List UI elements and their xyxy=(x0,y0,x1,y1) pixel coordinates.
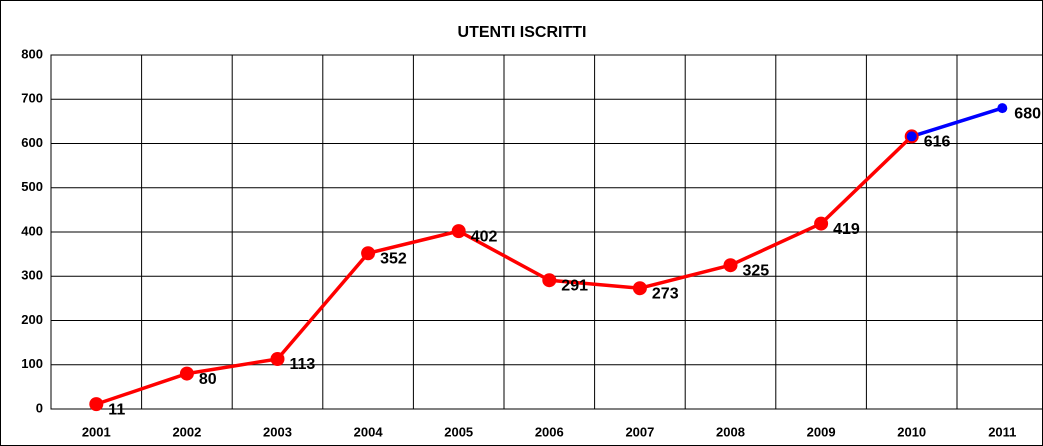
y-tick-label: 500 xyxy=(21,179,43,194)
x-tick-label: 2011 xyxy=(988,424,1016,439)
chart-title: UTENTI ISCRITTI xyxy=(458,24,587,41)
point xyxy=(270,351,285,366)
y-tick-label: 300 xyxy=(21,268,43,283)
point xyxy=(632,281,647,296)
x-tick-label: 2008 xyxy=(716,424,745,439)
x-tick-label: 2002 xyxy=(172,424,201,439)
x-tick-label: 2006 xyxy=(535,424,564,439)
series-line xyxy=(911,106,1003,139)
y-tick-label: 700 xyxy=(21,91,43,106)
y-tick-label: 200 xyxy=(21,312,43,327)
y-tick-label: 0 xyxy=(36,400,43,415)
data-label: 80 xyxy=(199,371,217,388)
data-label: 352 xyxy=(380,250,407,267)
point xyxy=(179,366,194,381)
x-tick-label: 2009 xyxy=(807,424,836,439)
point xyxy=(542,273,557,288)
y-tick-label: 100 xyxy=(21,356,43,371)
y-tick-label: 400 xyxy=(21,223,43,238)
series-line xyxy=(95,135,913,406)
point xyxy=(361,246,376,261)
data-label: 680 xyxy=(1014,105,1041,122)
data-label: 273 xyxy=(652,285,679,302)
point xyxy=(89,397,104,412)
x-tick-label: 2001 xyxy=(82,424,111,439)
data-label: 402 xyxy=(471,228,498,245)
point xyxy=(997,103,1008,114)
point xyxy=(814,216,829,231)
point xyxy=(451,224,466,239)
y-tick-label: 800 xyxy=(21,46,43,61)
data-label: 419 xyxy=(833,221,860,238)
x-tick-label: 2004 xyxy=(354,424,384,439)
data-label: 616 xyxy=(924,134,951,151)
x-tick-label: 2010 xyxy=(897,424,926,439)
y-tick-label: 600 xyxy=(21,135,43,150)
x-tick-label: 2005 xyxy=(444,424,473,439)
point xyxy=(723,258,738,273)
x-tick-label: 2003 xyxy=(263,424,292,439)
data-label: 11 xyxy=(108,401,125,418)
data-label: 291 xyxy=(561,277,588,294)
data-label: 325 xyxy=(743,262,770,279)
data-label: 113 xyxy=(290,356,316,373)
x-tick-label: 2007 xyxy=(625,424,654,439)
point xyxy=(906,131,917,142)
